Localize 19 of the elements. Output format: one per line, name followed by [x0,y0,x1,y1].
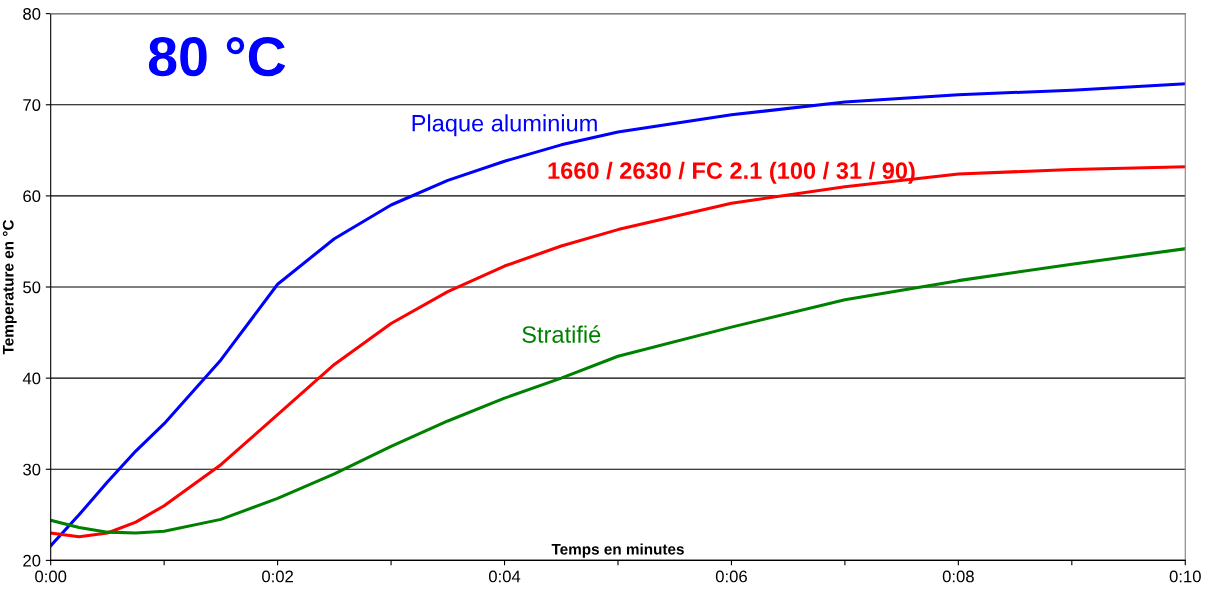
y-tick-label: 70 [23,99,41,111]
annotation: 80 °C [148,36,286,77]
x-tick-label: 0:08 [942,570,974,583]
series-label: Plaque aluminium [412,114,597,137]
x-tick-label: 0:10 [1169,570,1201,583]
y-tick-label: 20 [23,554,41,567]
series-label: Stratifié [522,325,601,343]
x-tick-label: 0:02 [262,570,293,583]
y-axis-title: Temperature en °C [2,219,17,355]
x-axis-title: Temps en minutes [551,543,684,558]
y-tick-label: 80 [23,8,41,20]
y-tick-label: 30 [23,463,41,476]
y-tick-label: 40 [22,372,41,385]
x-tick-label: 0:00 [35,570,67,583]
x-tick-label: 0:06 [715,570,747,583]
y-tick-label: 50 [23,281,41,294]
y-tick-label: 60 [23,190,41,203]
series-label: 1660 / 2630 / FC 2.1 (100 / 31 / 90) [548,161,915,184]
x-tick-label: 0:04 [488,570,521,583]
